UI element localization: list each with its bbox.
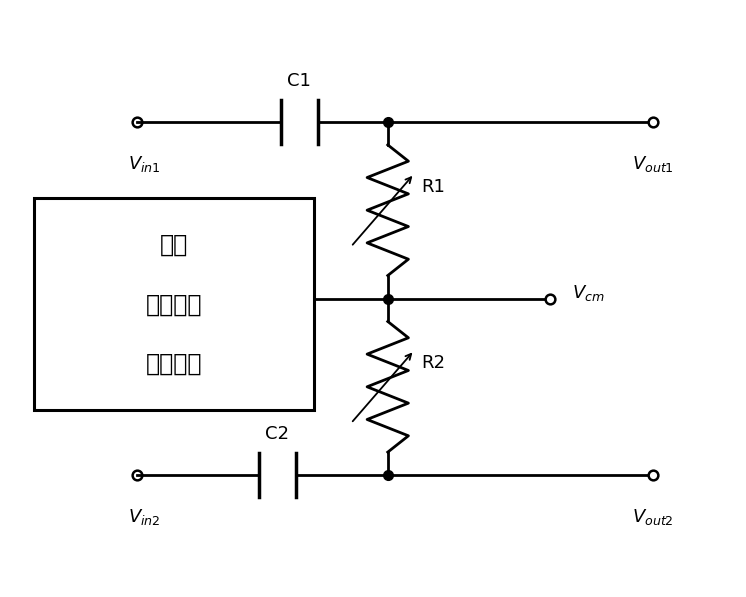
Text: R2: R2 [421, 354, 445, 373]
Text: 连续: 连续 [160, 233, 188, 257]
Text: R1: R1 [421, 178, 445, 196]
Text: C2: C2 [265, 424, 289, 443]
Text: $V_{out1}$: $V_{out1}$ [633, 154, 674, 174]
Text: $V_{cm}$: $V_{cm}$ [572, 282, 605, 303]
Text: $V_{out2}$: $V_{out2}$ [633, 507, 674, 528]
Text: $V_{in1}$: $V_{in1}$ [128, 154, 160, 174]
Text: C1: C1 [287, 72, 311, 90]
Text: 控制电路: 控制电路 [145, 352, 202, 376]
Text: 可变阻抗: 可变阻抗 [145, 293, 202, 316]
Text: $V_{in2}$: $V_{in2}$ [128, 507, 160, 528]
Bar [34, 198, 314, 410]
